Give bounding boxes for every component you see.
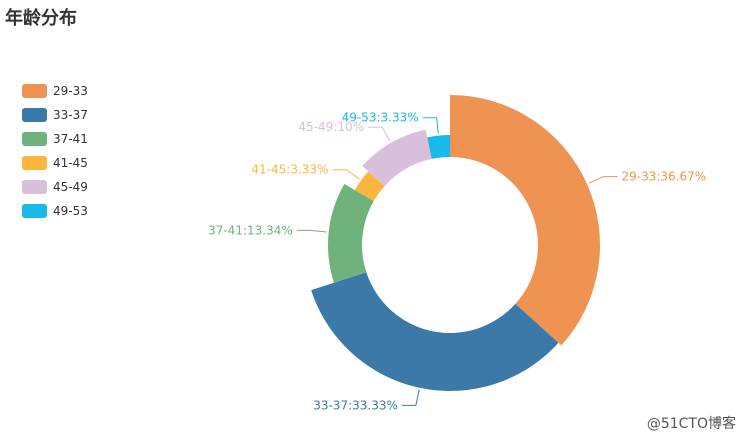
legend-item-45-49[interactable]: 45-49 (22, 175, 88, 199)
legend-swatch (22, 84, 47, 98)
legend-item-49-53[interactable]: 49-53 (22, 199, 88, 223)
leader-line (422, 117, 439, 134)
leader-line (368, 126, 391, 142)
watermark: @51CTO博客 (646, 416, 736, 432)
slice-45-49[interactable] (362, 129, 432, 187)
slice-label: 49-53:3.33% (342, 111, 419, 125)
legend-label: 49-53 (53, 204, 88, 218)
slice-label: 29-33:36.67% (621, 170, 706, 184)
leader-line (401, 389, 420, 406)
slice-41-45[interactable] (354, 171, 385, 201)
legend-swatch (22, 132, 47, 146)
legend-label: 41-45 (53, 156, 88, 170)
legend-label: 45-49 (53, 180, 88, 194)
slice-label: 45-49:10% (298, 120, 364, 134)
legend-swatch (22, 156, 47, 170)
legend-swatch (22, 204, 47, 218)
leader-line (296, 229, 327, 233)
legend-label: 37-41 (53, 132, 88, 146)
legend-swatch (22, 180, 47, 194)
legend-item-33-37[interactable]: 33-37 (22, 103, 88, 127)
slice-label: 37-41:13.34% (208, 223, 293, 237)
legend-item-29-33[interactable]: 29-33 (22, 79, 88, 103)
legend-item-37-41[interactable]: 37-41 (22, 127, 88, 151)
slice-37-41[interactable] (327, 183, 374, 283)
legend: 29-33 33-37 37-41 41-45 45-49 49-53 (22, 79, 88, 223)
slice-49-53[interactable] (427, 135, 450, 159)
legend-label: 29-33 (53, 84, 88, 98)
chart-title: 年龄分布 (5, 8, 77, 29)
legend-item-41-45[interactable]: 41-45 (22, 151, 88, 175)
legend-label: 33-37 (53, 108, 88, 122)
slice-29-33[interactable] (450, 95, 601, 346)
slice-label: 41-45:3.33% (251, 163, 328, 177)
leader-line (588, 176, 618, 184)
slice-label: 33-37:33.33% (313, 398, 398, 412)
slice-33-37[interactable] (311, 272, 559, 391)
leader-line (332, 169, 360, 180)
legend-swatch (22, 108, 47, 122)
